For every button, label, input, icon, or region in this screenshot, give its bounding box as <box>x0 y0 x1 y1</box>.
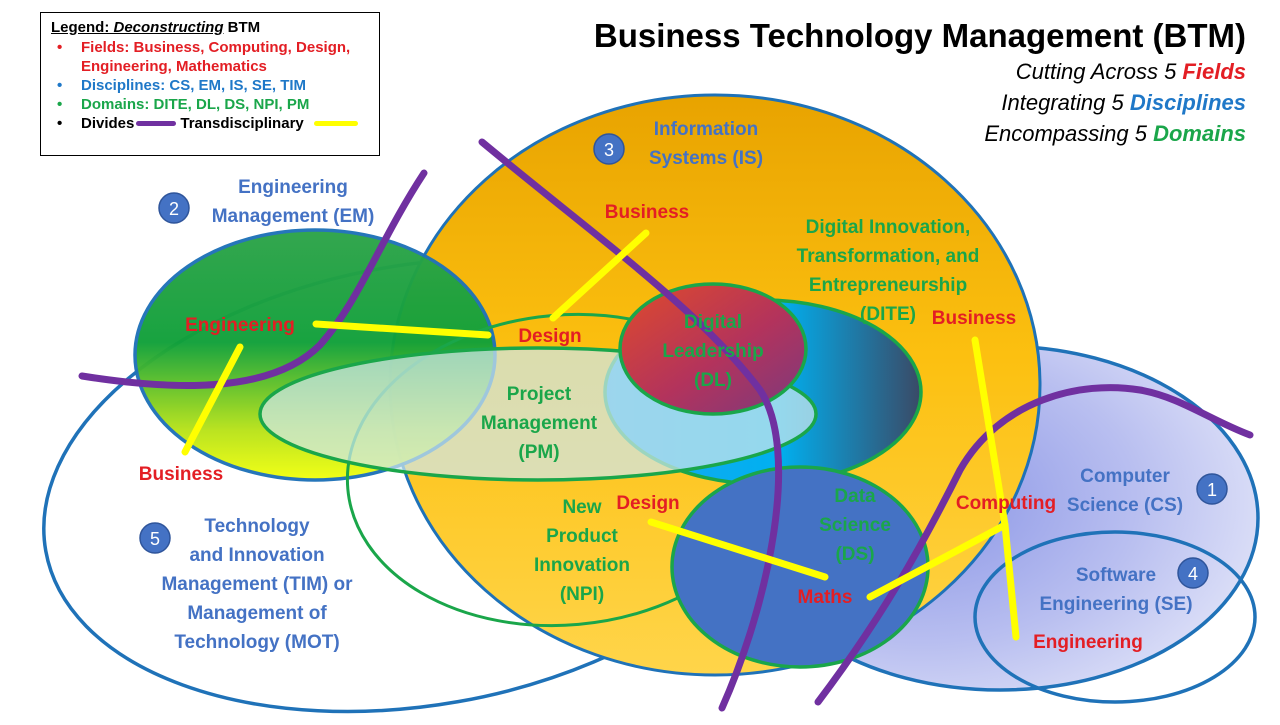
subtitle-disciplines-emph: Disciplines <box>1129 90 1246 115</box>
dl-label-line1: Digital <box>684 312 742 333</box>
dite-label-line2: Transformation, and <box>797 246 980 267</box>
tim-label-line3: Management (TIM) or <box>161 574 353 595</box>
badge-em: 2 <box>158 192 190 224</box>
transdisciplinary-line-7 <box>647 518 829 581</box>
field-business-dite: Business <box>932 308 1016 329</box>
transdisciplinary-lines <box>181 229 1020 641</box>
pm-label-line3: (PM) <box>518 442 559 463</box>
npi-label-line3: Innovation <box>534 555 630 576</box>
transdisciplinary-line-6 <box>866 521 1009 601</box>
page-title: Business Technology Management (BTM) <box>593 17 1246 54</box>
field-computing: Computing <box>956 493 1056 514</box>
legend-transdisciplinary-label: Transdisciplinary <box>180 115 304 132</box>
dl-label-line3: (DL) <box>694 370 732 391</box>
subtitle-domains-emph: Domains <box>1153 121 1246 146</box>
subtitle-domains: Encompassing 5 Domains <box>594 118 1246 149</box>
legend-bullet: • <box>57 115 63 132</box>
badge-is: 3 <box>593 133 625 165</box>
field-business-is: Business <box>605 202 689 223</box>
badge-cs: 1 <box>1196 473 1228 505</box>
divides-line-cs <box>814 384 1254 706</box>
legend-title: Legend: Deconstructing BTM <box>51 18 369 37</box>
dite-label-line4: (DITE) <box>860 304 916 325</box>
divides-line-is <box>478 138 783 712</box>
tim-label-line2: and Innovation <box>189 545 324 566</box>
legend-bullet: • <box>57 77 63 94</box>
subtitle-disciplines: Integrating 5 Disciplines <box>594 87 1246 118</box>
em-label-line2: Management (EM) <box>212 206 375 227</box>
legend-title-suffix: BTM <box>223 19 261 36</box>
subtitle-disciplines-prefix: Integrating 5 <box>1001 90 1130 115</box>
em-label-line1: Engineering <box>238 177 348 198</box>
badge-cs-number: 1 <box>1207 480 1217 500</box>
legend-divides-label: Divides <box>81 115 135 132</box>
field-business-em: Business <box>139 464 223 485</box>
dite-label-line1: Digital Innovation, <box>806 217 971 238</box>
se-label-line2: Engineering (SE) <box>1039 594 1192 615</box>
legend-title-prefix: Legend: <box>51 19 114 36</box>
tim-label-line5: Technology (MOT) <box>174 632 339 653</box>
badge-tim-number: 5 <box>150 529 160 549</box>
ds-label-line2: Science <box>819 515 891 536</box>
legend-item-disciplines-text: Disciplines: CS, EM, IS, SE, TIM <box>81 77 307 94</box>
transdisciplinary-swatch <box>313 120 358 126</box>
badge-em-number: 2 <box>169 199 179 219</box>
badge-is-number: 3 <box>604 140 614 160</box>
npi-label-line2: Product <box>546 526 618 547</box>
ds-label-line3: (DS) <box>835 544 874 565</box>
is-label-line1: Information <box>654 119 759 140</box>
cs-label-line2: Science (CS) <box>1067 495 1183 516</box>
field-maths: Maths <box>798 587 853 608</box>
cs-label-line1: Computer <box>1080 466 1170 487</box>
pm-label-line2: Management <box>481 413 598 434</box>
legend-bullet: • <box>57 39 63 56</box>
badge-tim: 5 <box>139 522 171 554</box>
transdisciplinary-line-2 <box>181 343 244 456</box>
npi-label-line4: (NPI) <box>560 584 604 605</box>
transdisciplinary-line-1 <box>312 320 492 339</box>
legend-title-italic: Deconstructing <box>113 19 224 36</box>
dite-label-line3: Entrepreneurship <box>809 275 967 296</box>
legend-item-lines: • Divides Transdisciplinary <box>57 114 369 133</box>
subtitle-fields-emph: Fields <box>1182 59 1246 84</box>
legend-list: • Fields: Business, Computing, Design, E… <box>51 38 369 133</box>
legend-bullet: • <box>57 96 63 113</box>
divides-swatch <box>136 120 177 126</box>
badge-se: 4 <box>1177 557 1209 589</box>
se-ellipse <box>973 530 1257 704</box>
legend-item-domains-text: Domains: DITE, DL, DS, NPI, PM <box>81 96 310 113</box>
field-design-top: Design <box>518 326 581 347</box>
subtitle-fields: Cutting Across 5 Fields <box>594 56 1246 87</box>
dl-ellipse <box>618 282 808 416</box>
field-engineering-em: Engineering <box>185 315 295 336</box>
legend-item-disciplines: • Disciplines: CS, EM, IS, SE, TIM <box>57 76 369 95</box>
legend-item-domains: • Domains: DITE, DL, DS, NPI, PM <box>57 95 369 114</box>
badge-se-number: 4 <box>1188 564 1198 584</box>
legend-item-fields-text: Fields: Business, Computing, Design, Eng… <box>81 39 351 75</box>
tim-label-line4: Management of <box>187 603 327 624</box>
legend-item-fields: • Fields: Business, Computing, Design, E… <box>57 38 369 76</box>
divides-line-em <box>78 169 428 390</box>
header-block: Business Technology Management (BTM) Cut… <box>594 16 1246 149</box>
subtitle-fields-prefix: Cutting Across 5 <box>1015 59 1183 84</box>
se-label-line1: Software <box>1076 565 1156 586</box>
transdisciplinary-line-4 <box>971 336 1009 529</box>
pm-label-line1: Project <box>507 384 572 405</box>
tim-label-line1: Technology <box>204 516 310 537</box>
field-design-bottom: Design <box>616 493 679 514</box>
legend-box: Legend: Deconstructing BTM • Fields: Bus… <box>40 12 380 156</box>
dl-label-line2: Leadership <box>662 341 763 362</box>
ds-label-line1: Data <box>834 486 876 507</box>
transdisciplinary-line-3 <box>549 229 650 322</box>
is-label-line2: Systems (IS) <box>649 148 763 169</box>
transdisciplinary-line-5 <box>1001 521 1020 641</box>
subtitle-domains-prefix: Encompassing 5 <box>984 121 1154 146</box>
npi-label-line1: New <box>562 497 601 518</box>
field-engineering-se: Engineering <box>1033 632 1143 653</box>
